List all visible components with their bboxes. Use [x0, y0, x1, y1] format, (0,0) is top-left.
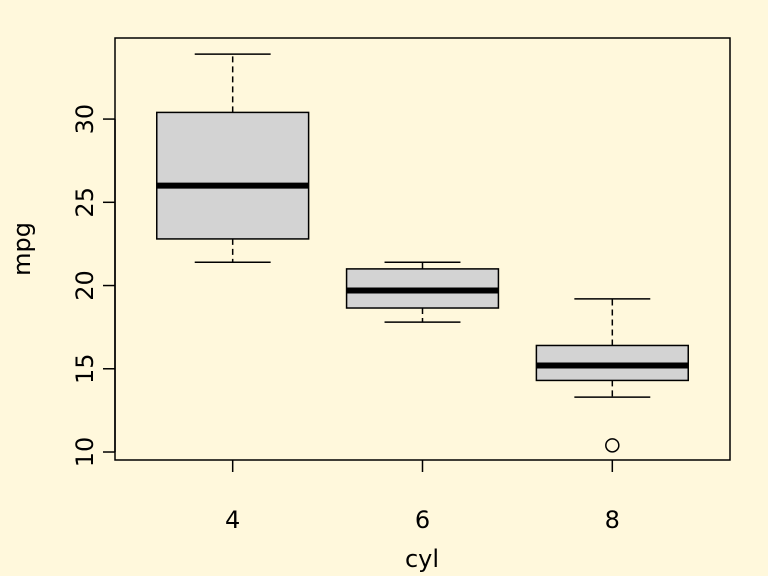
x-tick-label: 8	[605, 506, 620, 534]
box	[156, 111, 310, 240]
y-axis-label: mpg	[8, 222, 36, 276]
y-tick-label: 15	[71, 354, 99, 385]
outlier	[605, 438, 620, 453]
x-tick-label: 4	[225, 506, 240, 534]
y-tick-label: 20	[71, 270, 99, 301]
y-tick-label: 25	[71, 187, 99, 218]
x-tick-label: 6	[415, 506, 430, 534]
y-tick-label: 10	[71, 437, 99, 468]
x-axis-label: cyl	[405, 545, 439, 573]
y-tick-label: 30	[71, 104, 99, 135]
plot-frame	[114, 37, 731, 461]
